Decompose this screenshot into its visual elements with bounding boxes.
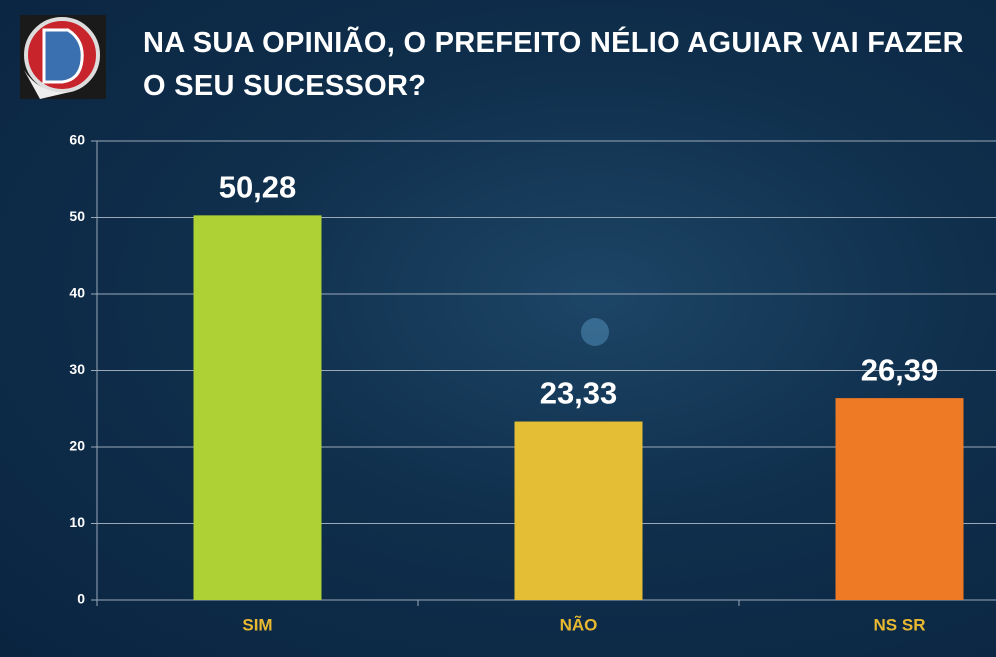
y-tick-label: 0 <box>77 591 85 607</box>
glow <box>581 318 609 346</box>
bar <box>835 398 964 600</box>
y-tick-label: 60 <box>69 132 85 148</box>
value-label: 26,39 <box>861 352 939 387</box>
y-tick-label: 50 <box>69 208 85 224</box>
y-tick-label: 10 <box>69 514 85 530</box>
y-tick-label: 30 <box>69 361 85 377</box>
value-label: 50,28 <box>219 170 297 205</box>
chart-title: NA SUA OPINIÃO, O PREFEITO NÉLIO AGUIAR … <box>143 27 964 102</box>
x-tick-label: NS SR <box>874 615 926 634</box>
y-tick-label: 20 <box>69 438 85 454</box>
x-tick-label: NÃO <box>560 614 598 634</box>
bar <box>514 421 643 600</box>
bar <box>193 215 322 600</box>
x-tick-label: SIM <box>242 615 272 634</box>
logo <box>20 15 106 99</box>
y-tick-label: 40 <box>69 285 85 301</box>
value-label: 23,33 <box>540 376 618 411</box>
